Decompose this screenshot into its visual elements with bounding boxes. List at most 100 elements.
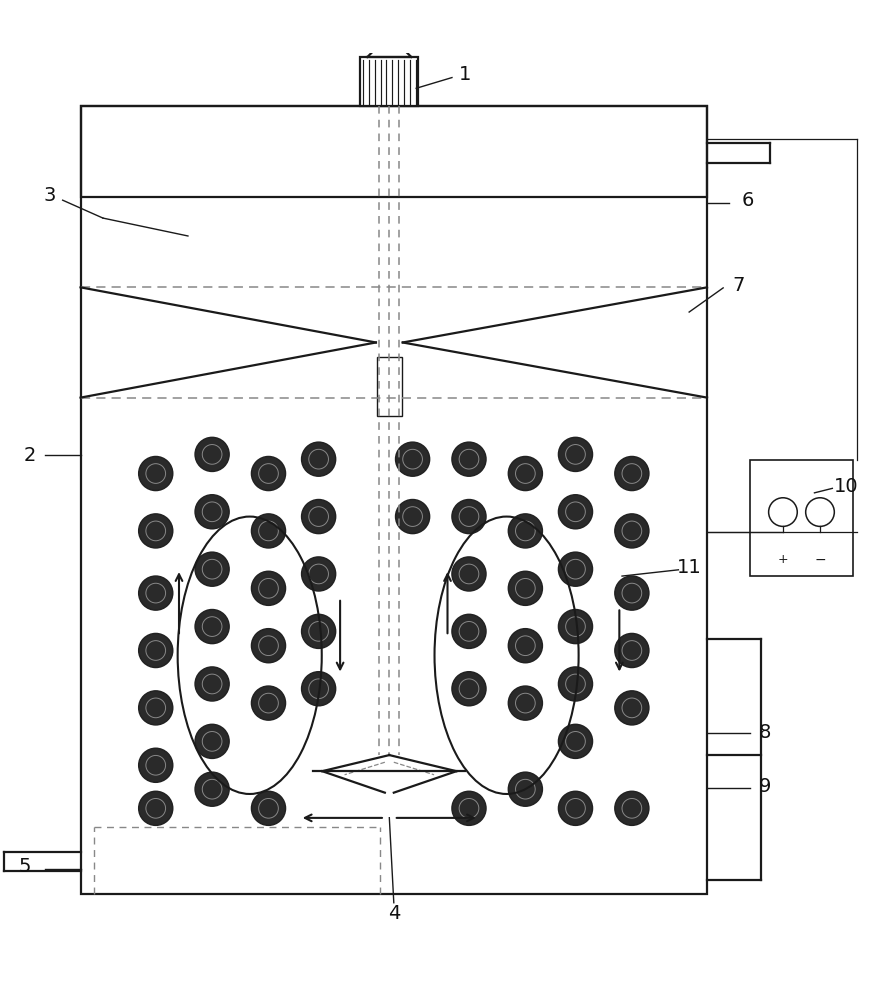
Circle shape <box>614 576 648 610</box>
Circle shape <box>558 610 592 644</box>
Circle shape <box>195 495 229 529</box>
Circle shape <box>614 691 648 725</box>
Bar <box>359 57 418 106</box>
Circle shape <box>515 521 535 541</box>
Circle shape <box>251 686 285 720</box>
Circle shape <box>451 672 485 706</box>
Circle shape <box>805 498 833 526</box>
Circle shape <box>251 629 285 663</box>
Circle shape <box>508 629 542 663</box>
Text: 9: 9 <box>758 777 771 796</box>
Text: 6: 6 <box>740 191 753 210</box>
Circle shape <box>621 798 641 818</box>
Text: 5: 5 <box>19 857 31 876</box>
Circle shape <box>258 464 278 483</box>
Circle shape <box>308 622 328 641</box>
Circle shape <box>558 552 592 586</box>
Circle shape <box>139 791 173 825</box>
Circle shape <box>308 449 328 469</box>
Circle shape <box>621 521 641 541</box>
Circle shape <box>139 748 173 782</box>
Bar <box>80 106 706 197</box>
Circle shape <box>195 610 229 644</box>
Circle shape <box>301 614 335 648</box>
Circle shape <box>146 583 165 603</box>
Circle shape <box>139 576 173 610</box>
Circle shape <box>459 564 478 584</box>
Circle shape <box>515 636 535 656</box>
Circle shape <box>459 679 478 699</box>
Circle shape <box>146 521 165 541</box>
Circle shape <box>459 507 478 526</box>
Circle shape <box>451 557 485 591</box>
Circle shape <box>768 498 797 526</box>
Text: 8: 8 <box>758 723 771 742</box>
Circle shape <box>139 633 173 667</box>
Circle shape <box>146 755 165 775</box>
Circle shape <box>146 698 165 718</box>
Circle shape <box>459 449 478 469</box>
Circle shape <box>515 693 535 713</box>
Circle shape <box>202 445 222 464</box>
Circle shape <box>621 698 641 718</box>
Circle shape <box>459 798 478 818</box>
Circle shape <box>515 578 535 598</box>
Circle shape <box>508 686 542 720</box>
Circle shape <box>459 622 478 641</box>
Circle shape <box>146 798 165 818</box>
Circle shape <box>621 464 641 483</box>
Circle shape <box>195 772 229 806</box>
Circle shape <box>565 445 585 464</box>
Circle shape <box>308 679 328 699</box>
Circle shape <box>558 724 592 758</box>
Circle shape <box>308 507 328 526</box>
Circle shape <box>258 521 278 541</box>
Circle shape <box>614 633 648 667</box>
Circle shape <box>451 614 485 648</box>
Circle shape <box>202 502 222 522</box>
Circle shape <box>139 514 173 548</box>
Circle shape <box>508 514 542 548</box>
Text: 7: 7 <box>731 276 744 295</box>
Circle shape <box>251 514 285 548</box>
Text: 3: 3 <box>43 186 55 205</box>
Circle shape <box>258 693 278 713</box>
Circle shape <box>515 779 535 799</box>
Circle shape <box>614 791 648 825</box>
Circle shape <box>301 672 335 706</box>
Circle shape <box>565 674 585 694</box>
Circle shape <box>202 559 222 579</box>
Circle shape <box>258 798 278 818</box>
Text: 1: 1 <box>459 65 471 84</box>
Text: +: + <box>777 553 788 566</box>
Circle shape <box>195 437 229 471</box>
Circle shape <box>515 464 535 483</box>
Circle shape <box>195 667 229 701</box>
Circle shape <box>251 457 285 491</box>
Circle shape <box>508 772 542 806</box>
Circle shape <box>558 495 592 529</box>
Circle shape <box>508 571 542 605</box>
Circle shape <box>565 798 585 818</box>
Text: 4: 4 <box>387 904 400 923</box>
Circle shape <box>139 457 173 491</box>
Circle shape <box>301 442 335 476</box>
Circle shape <box>146 464 165 483</box>
Circle shape <box>395 442 429 476</box>
Circle shape <box>558 791 592 825</box>
Circle shape <box>146 641 165 660</box>
Circle shape <box>565 559 585 579</box>
Circle shape <box>565 617 585 636</box>
Text: 11: 11 <box>676 558 701 577</box>
Bar <box>749 460 852 576</box>
Circle shape <box>195 724 229 758</box>
Circle shape <box>139 691 173 725</box>
Text: 2: 2 <box>23 446 36 465</box>
Circle shape <box>402 507 422 526</box>
Bar <box>80 106 706 894</box>
Circle shape <box>565 502 585 522</box>
Circle shape <box>202 617 222 636</box>
Circle shape <box>402 449 422 469</box>
Circle shape <box>395 500 429 534</box>
Circle shape <box>614 457 648 491</box>
